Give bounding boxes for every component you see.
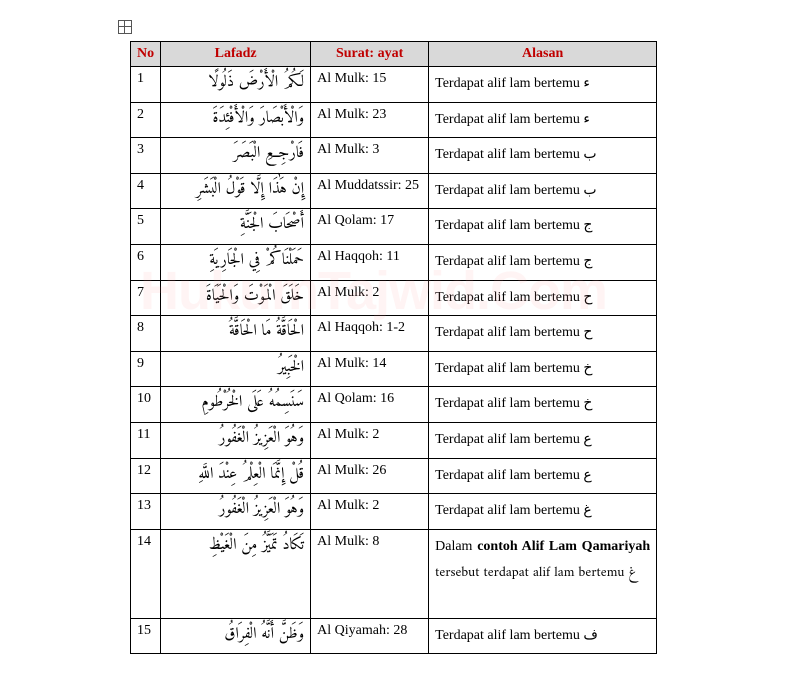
cell-surat: Al Haqqoh: 11 [311,244,429,280]
cell-surat: Al Haqqoh: 1-2 [311,316,429,352]
cell-surat: Al Mulk: 2 [311,280,429,316]
cell-lafadz: وَظَنَّ أَنَّهُ الْفِرَاقُ [161,618,311,654]
cell-no: 5 [131,209,161,245]
table-row: 6حَمَلْنَاكُمْ فِي الْجَارِيَةِAl Haqqoh… [131,244,657,280]
table-row: 13وَهُوَ الْعَزِيزُ الْغَفُورُAl Mulk: 2… [131,494,657,530]
cell-no: 13 [131,494,161,530]
table-row: 9الْخَبِيرُAl Mulk: 14Terdapat alif lam … [131,351,657,387]
cell-surat: Al Mulk: 8 [311,529,429,618]
cell-lafadz: حَمَلْنَاكُمْ فِي الْجَارِيَةِ [161,244,311,280]
cell-no: 15 [131,618,161,654]
cell-no: 14 [131,529,161,618]
cell-lafadz: أَصْحَابَ الْجَنَّةِ [161,209,311,245]
cell-alasan: Terdapat alif lam bertemu غ [429,494,657,530]
cell-no: 3 [131,138,161,174]
table-row: 2وَالْأَبْصَارَ وَالْأَفْئِدَةَAl Mulk: … [131,102,657,138]
cell-no: 9 [131,351,161,387]
header-surat: Surat: ayat [311,42,429,67]
cell-lafadz: وَالْأَبْصَارَ وَالْأَفْئِدَةَ [161,102,311,138]
cell-surat: Al Mulk: 2 [311,494,429,530]
cell-lafadz: قُلْ إِنَّمَا الْعِلْمُ عِنْدَ اللَّهِ [161,458,311,494]
header-alasan: Alasan [429,42,657,67]
table-row: 8الْحَاقَّةُ مَا الْحَاقَّةُAl Haqqoh: 1… [131,316,657,352]
cell-surat: Al Mulk: 23 [311,102,429,138]
cell-no: 12 [131,458,161,494]
table-header-row: No Lafadz Surat: ayat Alasan [131,42,657,67]
cell-no: 4 [131,173,161,209]
cell-alasan: Terdapat alif lam bertemu ع [429,422,657,458]
table-anchor-icon [118,20,132,34]
cell-alasan: Terdapat alif lam bertemu ء [429,67,657,103]
cell-surat: Al Mulk: 14 [311,351,429,387]
cell-alasan: Terdapat alif lam bertemu ج [429,209,657,245]
cell-lafadz: تَكَادُ تَمَيَّزُ مِنَ الْغَيْظِ [161,529,311,618]
table-row: 1لَكُمُ الْأَرْضَ ذَلُولًاAl Mulk: 15Ter… [131,67,657,103]
cell-lafadz: وَهُوَ الْعَزِيزُ الْغَفُورُ [161,494,311,530]
cell-surat: Al Mulk: 3 [311,138,429,174]
cell-alasan: Terdapat alif lam bertemu ب [429,173,657,209]
cell-lafadz: لَكُمُ الْأَرْضَ ذَلُولًا [161,67,311,103]
cell-alasan: Terdapat alif lam bertemu ح [429,280,657,316]
cell-lafadz: فَارْجِعِ الْبَصَرَ [161,138,311,174]
cell-alasan: Terdapat alif lam bertemu ب [429,138,657,174]
table-row: 14تَكَادُ تَمَيَّزُ مِنَ الْغَيْظِAl Mul… [131,529,657,618]
cell-surat: Al Mulk: 2 [311,422,429,458]
cell-surat: Al Mulk: 26 [311,458,429,494]
cell-lafadz: سَنَسِمُهُ عَلَى الْخُرْطُومِ [161,387,311,423]
cell-alasan: Terdapat alif lam bertemu ف [429,618,657,654]
cell-lafadz: إِنْ هَٰذَا إِلَّا قَوْلُ الْبَشَرِ [161,173,311,209]
table-row: 12قُلْ إِنَّمَا الْعِلْمُ عِنْدَ اللَّهِ… [131,458,657,494]
tajwid-table: No Lafadz Surat: ayat Alasan 1لَكُمُ الْ… [130,41,657,654]
cell-surat: Al Qolam: 17 [311,209,429,245]
cell-no: 11 [131,422,161,458]
table-row: 4إِنْ هَٰذَا إِلَّا قَوْلُ الْبَشَرِAl M… [131,173,657,209]
cell-no: 1 [131,67,161,103]
header-no: No [131,42,161,67]
table-body: 1لَكُمُ الْأَرْضَ ذَلُولًاAl Mulk: 15Ter… [131,67,657,654]
cell-lafadz: خَلَقَ الْمَوْتَ وَالْحَيَاةَ [161,280,311,316]
table-row: 5أَصْحَابَ الْجَنَّةِAl Qolam: 17Terdapa… [131,209,657,245]
table-row: 15وَظَنَّ أَنَّهُ الْفِرَاقُAl Qiyamah: … [131,618,657,654]
cell-no: 7 [131,280,161,316]
cell-alasan: Terdapat alif lam bertemu ء [429,102,657,138]
cell-no: 10 [131,387,161,423]
cell-no: 2 [131,102,161,138]
cell-surat: Al Qolam: 16 [311,387,429,423]
table-row: 3فَارْجِعِ الْبَصَرَAl Mulk: 3Terdapat a… [131,138,657,174]
cell-alasan: Terdapat alif lam bertemu ع [429,458,657,494]
cell-alasan: Terdapat alif lam bertemu ح [429,316,657,352]
cell-no: 8 [131,316,161,352]
table-row: 11وَهُوَ الْعَزِيزُ الْغَفُورُAl Mulk: 2… [131,422,657,458]
cell-alasan: Dalam contoh Alif Lam Qamariyah tersebut… [429,529,657,618]
cell-lafadz: وَهُوَ الْعَزِيزُ الْغَفُورُ [161,422,311,458]
cell-surat: Al Muddatssir: 25 [311,173,429,209]
cell-surat: Al Qiyamah: 28 [311,618,429,654]
cell-alasan: Terdapat alif lam bertemu ج [429,244,657,280]
cell-surat: Al Mulk: 15 [311,67,429,103]
cell-alasan: Terdapat alif lam bertemu خ [429,387,657,423]
cell-lafadz: الْحَاقَّةُ مَا الْحَاقَّةُ [161,316,311,352]
cell-lafadz: الْخَبِيرُ [161,351,311,387]
table-row: 10سَنَسِمُهُ عَلَى الْخُرْطُومِAl Qolam:… [131,387,657,423]
table-row: 7خَلَقَ الْمَوْتَ وَالْحَيَاةَAl Mulk: 2… [131,280,657,316]
cell-alasan: Terdapat alif lam bertemu خ [429,351,657,387]
header-lafadz: Lafadz [161,42,311,67]
cell-no: 6 [131,244,161,280]
